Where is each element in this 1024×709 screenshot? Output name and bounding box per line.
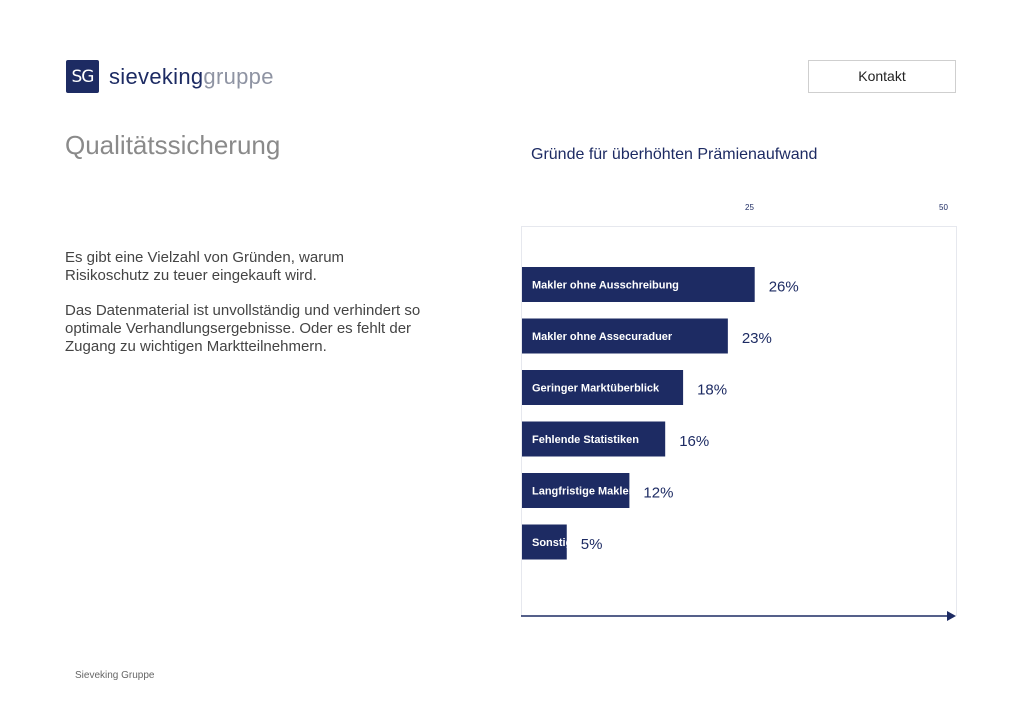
intro-text: Es gibt eine Vielzahl von Gründen, warum… <box>65 249 445 373</box>
logo-name-part1: sieveking <box>109 63 204 89</box>
bar-label-5: Sonstige <box>532 537 578 549</box>
intro-paragraph-1: Es gibt eine Vielzahl von Gründen, warum… <box>65 249 445 285</box>
bar-5 <box>522 524 567 560</box>
intro-p2-line1: Das Datenmaterial ist unvollständig und … <box>65 302 421 319</box>
value-label-5: 5% <box>581 536 603 553</box>
logo-name-part2: gruppe <box>203 63 274 89</box>
value-label-0: 26% <box>769 279 799 296</box>
bar-1 <box>522 318 728 354</box>
intro-p1-line1: Es gibt eine Vielzahl von Gründen, warum <box>65 249 345 266</box>
intro-p2-line2: optimale Verhandlungsergebnisse. Oder es… <box>65 320 412 337</box>
x-tick-50: 50 <box>939 203 948 212</box>
footer-text: Sieveking Gruppe <box>75 670 155 681</box>
intro-p2-line3: Zugang zu wichtigen Marktteilnehmern. <box>65 338 327 355</box>
bar-label-2: Geringer Marktüberblick <box>532 383 660 395</box>
value-label-1: 23% <box>742 330 772 347</box>
intro-p1-line2: Risikoschutz zu teuer eingekauft wird. <box>65 267 317 284</box>
bar-4 <box>522 473 630 508</box>
value-label-2: 18% <box>697 382 727 399</box>
logo-wordmark: sievekinggruppe <box>109 63 274 89</box>
x-axis-arrow-icon <box>947 611 956 621</box>
bar-label-4: Langfristige Maklerbeziehung <box>532 486 687 498</box>
value-label-3: 16% <box>679 433 709 450</box>
bar-label-0: Makler ohne Ausschreibung <box>532 280 679 292</box>
chart-plot-area <box>521 226 957 616</box>
chart-title: Gründe für überhöhten Prämienaufwand <box>531 146 818 163</box>
bar-label-1: Makler ohne Assecuraduer <box>532 331 673 343</box>
bar-label-3: Fehlende Statistiken <box>532 434 639 446</box>
value-label-4: 12% <box>643 485 673 502</box>
contact-button[interactable]: Kontakt <box>808 60 956 93</box>
bar-3 <box>522 421 666 457</box>
logo: SG sievekinggruppe <box>66 60 274 93</box>
bar-0 <box>522 267 755 302</box>
logo-badge: SG <box>66 60 99 93</box>
bar-2 <box>522 370 684 405</box>
page-title: Qualitätssicherung <box>65 130 281 160</box>
x-tick-25: 25 <box>745 203 754 212</box>
intro-paragraph-2: Das Datenmaterial ist unvollständig und … <box>65 302 445 356</box>
